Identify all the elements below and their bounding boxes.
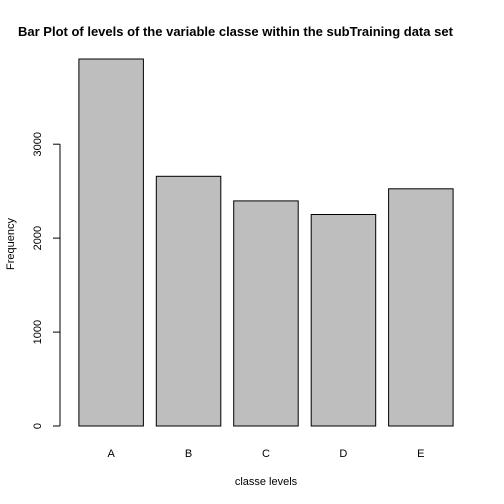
y-tick-label-0: 0 — [32, 423, 44, 429]
y-tick-label-1000: 1000 — [32, 320, 44, 344]
bar-e — [388, 188, 454, 427]
x-tick-label-c: C — [262, 448, 270, 460]
bar-c — [233, 200, 299, 427]
bar-d — [310, 214, 377, 427]
bar-b — [155, 175, 222, 427]
x-tick-label-e: E — [417, 448, 424, 460]
x-tick-labels: A B C D E — [108, 448, 425, 460]
bar-a — [78, 58, 144, 427]
y-tick-label-3000: 3000 — [32, 132, 44, 156]
y-axis-label: Frequency — [5, 218, 17, 270]
y-axis: 0 1000 2000 3000 — [32, 132, 61, 429]
x-tick-label-d: D — [339, 448, 347, 460]
chart-title: Bar Plot of levels of the variable class… — [18, 24, 454, 39]
x-tick-label-b: B — [185, 448, 192, 460]
y-tick-label-2000: 2000 — [32, 226, 44, 250]
x-tick-label-a: A — [108, 448, 116, 460]
bars-group — [78, 58, 454, 427]
x-axis-label: classe levels — [235, 476, 298, 488]
